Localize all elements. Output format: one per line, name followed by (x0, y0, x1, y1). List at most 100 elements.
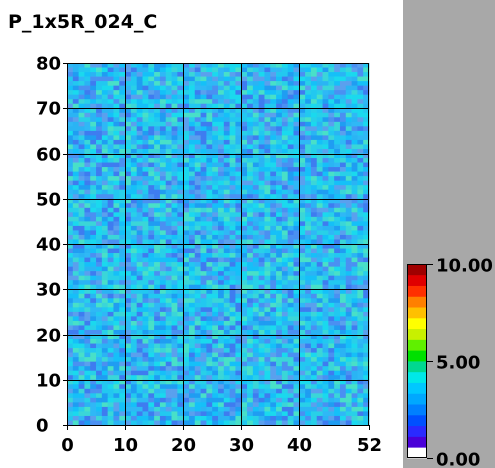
heatmap-cell (345, 411, 352, 417)
heatmap-cell (171, 253, 178, 258)
heatmap-cell (363, 316, 370, 322)
heatmap-cell (113, 67, 120, 73)
heatmap-cell (90, 189, 97, 195)
heatmap-cell (206, 198, 213, 204)
heatmap-cell (305, 370, 312, 376)
heatmap-cell (165, 139, 172, 145)
heatmap-cell (299, 103, 306, 109)
heatmap-cell (264, 262, 271, 267)
heatmap-cell (357, 85, 364, 91)
heatmap-cell (96, 185, 103, 191)
heatmap-cell (305, 239, 312, 245)
heatmap-cell (96, 298, 103, 304)
heatmap-cell (96, 67, 103, 73)
heatmap-cell (154, 257, 161, 263)
heatmap-cell (316, 253, 323, 258)
heatmap-cell (148, 67, 155, 73)
heatmap-cell (148, 153, 155, 159)
heatmap-cell (67, 420, 74, 426)
heatmap-cell (84, 216, 91, 222)
heatmap-cell (136, 402, 143, 408)
heatmap-cell (281, 139, 289, 145)
heatmap-cell (183, 76, 190, 82)
heatmap-cell (235, 99, 242, 105)
heatmap-cell (299, 388, 306, 394)
heatmap-cell (78, 402, 85, 408)
heatmap-cell (235, 257, 242, 263)
heatmap-cell (281, 72, 289, 77)
heatmap-cell (322, 76, 329, 82)
heatmap-cell (258, 393, 265, 399)
heatmap-cell (252, 85, 260, 91)
heatmap-cell (223, 153, 230, 159)
heatmap-cell (334, 384, 341, 390)
heatmap-cell (235, 293, 242, 299)
heatmap-cell (113, 244, 120, 249)
heatmap-cell (223, 198, 230, 204)
heatmap-cell (357, 302, 364, 308)
heatmap-cell (177, 343, 184, 349)
heatmap-cell (183, 198, 190, 204)
heatmap-cell (287, 311, 294, 317)
heatmap-cell (72, 293, 79, 299)
heatmap-cell (247, 216, 254, 222)
heatmap-cell (345, 203, 352, 209)
heatmap-cell (125, 121, 132, 127)
heatmap-cell (90, 257, 97, 263)
heatmap-cell (107, 348, 114, 353)
heatmap-cell (96, 239, 103, 245)
heatmap-cell (264, 339, 271, 344)
heatmap-cell (130, 420, 138, 426)
heatmap-cell (270, 212, 277, 218)
heatmap-cell (357, 99, 364, 105)
heatmap-cell (334, 176, 341, 182)
heatmap-cell (351, 352, 358, 358)
heatmap-cell (78, 248, 85, 254)
heatmap-cell (351, 411, 358, 417)
heatmap-cell (235, 126, 242, 132)
heatmap-cell (183, 203, 190, 209)
heatmap-cell (206, 397, 213, 403)
heatmap-cell (252, 253, 260, 258)
heatmap-cell (194, 167, 201, 172)
heatmap-cell (165, 316, 172, 322)
heatmap-cell (322, 194, 329, 200)
heatmap-cell (339, 158, 347, 163)
heatmap-cell (223, 316, 230, 322)
heatmap-cell (276, 180, 283, 186)
heatmap-cell (247, 397, 254, 403)
heatmap-cell (148, 234, 155, 240)
heatmap-cell (183, 230, 190, 236)
heatmap-cell (72, 343, 79, 349)
heatmap-cell (136, 257, 143, 263)
heatmap-cell (101, 388, 109, 394)
heatmap-cell (293, 366, 300, 372)
heatmap-cell (339, 275, 347, 281)
heatmap-cell (345, 244, 352, 249)
heatmap-cell (96, 339, 103, 344)
heatmap-cell (258, 293, 265, 299)
heatmap-cell (281, 94, 289, 100)
heatmap-cell (363, 293, 370, 299)
heatmap-cell (142, 325, 149, 331)
heatmap-cell (264, 153, 271, 159)
heatmap-cell (223, 63, 230, 68)
heatmap-cell (322, 72, 329, 77)
heatmap-cell (78, 162, 85, 168)
heatmap-cell (322, 329, 329, 335)
heatmap-cell (276, 144, 283, 150)
heatmap-cell (84, 153, 91, 159)
heatmap-cell (96, 375, 103, 381)
heatmap-cell (136, 357, 143, 363)
heatmap-cell (154, 298, 161, 304)
heatmap-cell (159, 298, 167, 304)
heatmap-cell (299, 307, 306, 313)
heatmap-cell (96, 130, 103, 136)
heatmap-cell (194, 275, 201, 281)
heatmap-cell (305, 379, 312, 385)
heatmap-cell (264, 357, 271, 363)
heatmap-cell (252, 302, 260, 308)
heatmap-cell (345, 348, 352, 353)
heatmap-cell (84, 108, 91, 114)
heatmap-cell (270, 248, 277, 254)
